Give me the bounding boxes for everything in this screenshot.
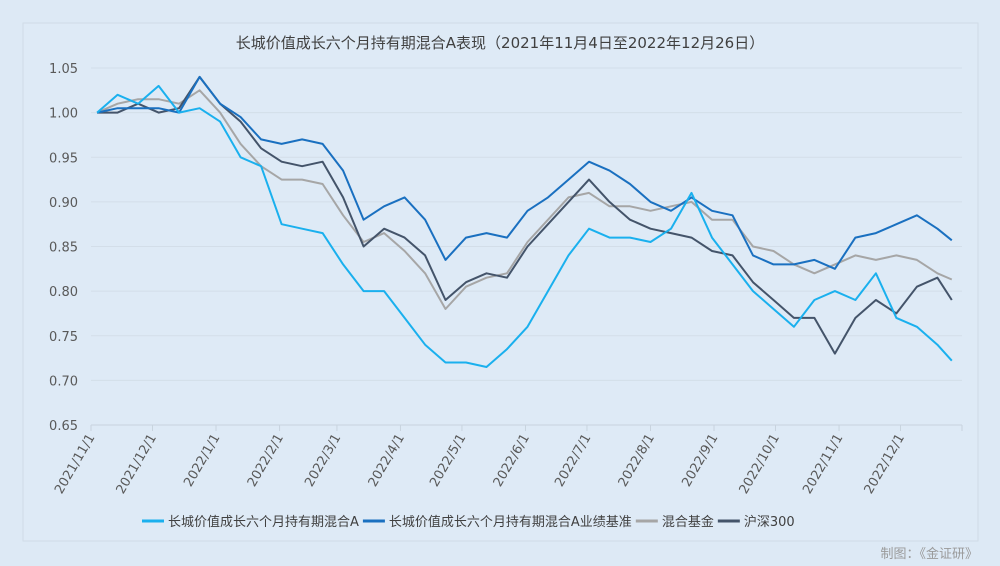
legend-label: 混合基金 bbox=[662, 514, 714, 530]
series-line-1 bbox=[96, 75, 953, 270]
series-line-2 bbox=[96, 89, 953, 310]
chart-frame bbox=[22, 22, 979, 542]
chart-credit: 制图：《金证研》 bbox=[880, 547, 978, 562]
series-line-3 bbox=[97, 75, 953, 355]
series-line-0 bbox=[96, 84, 953, 368]
y-tick-label: 0.95 bbox=[49, 151, 78, 166]
y-tick-label: 0.70 bbox=[49, 374, 78, 389]
legend-label: 长城价值成长六个月持有期混合A业绩基准 bbox=[389, 514, 632, 530]
y-tick-label: 0.90 bbox=[49, 196, 78, 211]
legend-label: 长城价值成长六个月持有期混合A bbox=[168, 514, 359, 530]
legend-label: 沪深300 bbox=[744, 514, 795, 530]
y-tick-label: 1.00 bbox=[49, 107, 78, 122]
y-tick-label: 0.65 bbox=[49, 419, 78, 434]
y-tick-label: 0.75 bbox=[49, 330, 78, 345]
y-tick-label: 0.80 bbox=[49, 285, 78, 300]
y-tick-label: 1.05 bbox=[49, 62, 78, 77]
y-tick-label: 0.85 bbox=[49, 241, 78, 256]
chart-title: 长城价值成长六个月持有期混合A表现（2021年11月4日至2022年12月26日… bbox=[236, 34, 764, 52]
